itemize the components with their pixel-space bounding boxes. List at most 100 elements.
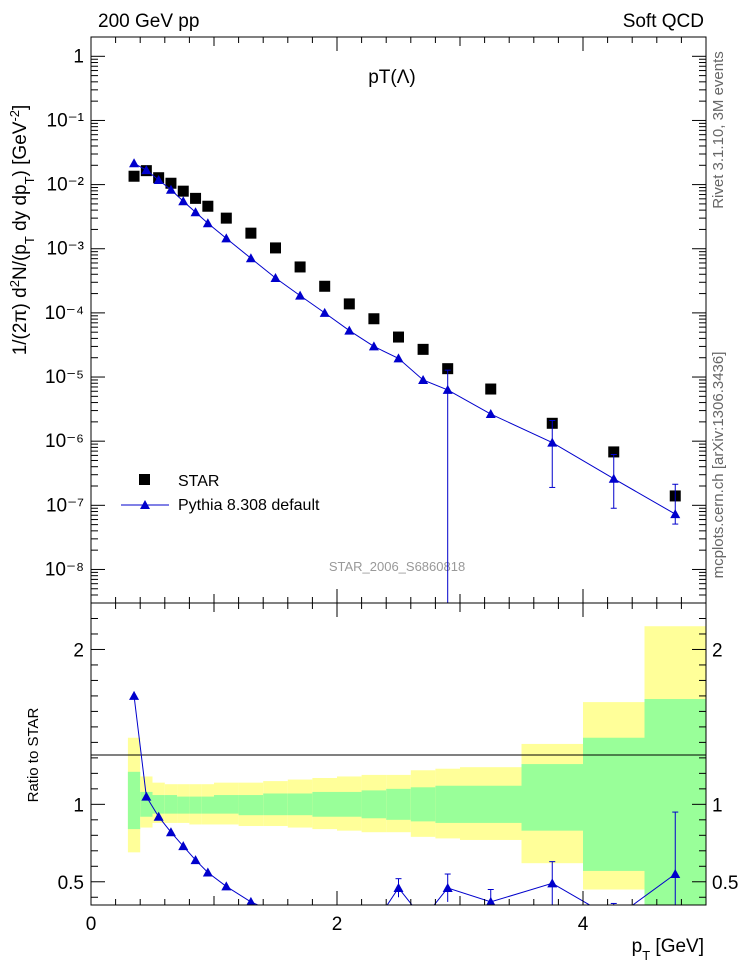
pythia-point	[608, 473, 619, 483]
ratio-point	[141, 791, 152, 801]
star-point	[177, 185, 189, 197]
ratio-point	[369, 920, 379, 929]
ratio-band-inner	[177, 796, 190, 814]
watermark: STAR_2006_S6860818	[329, 559, 465, 574]
ratio-point	[153, 811, 164, 821]
ratio-point	[202, 867, 213, 877]
pythia-point	[190, 207, 201, 217]
pythia-point	[393, 353, 404, 363]
ratio-band-inner	[152, 795, 165, 814]
y-axis-label-main: 1/(2π) d2N/(pT dy dpT) [GeV-2]	[7, 105, 37, 356]
star-point	[343, 298, 355, 310]
pythia-point	[295, 290, 306, 300]
y-tick-label: 10⁻³	[47, 239, 85, 260]
ratio-point	[221, 881, 232, 891]
ratio-band-inner	[238, 795, 264, 816]
ratio-point	[670, 869, 681, 879]
ratio-band-inner	[361, 790, 387, 819]
ratio-band-inner	[386, 788, 411, 820]
ratio-y-tick-label: 1	[73, 795, 84, 816]
star-point	[165, 177, 177, 189]
star-point	[220, 212, 232, 224]
legend-label-pythia: Pythia 8.308 default	[178, 497, 320, 514]
pythia-point	[368, 341, 379, 351]
ratio-y-tick-label-right: 0.5	[712, 873, 738, 894]
star-point	[319, 280, 331, 292]
ratio-y-tick-label: 0.5	[58, 873, 84, 894]
star-point	[442, 363, 454, 375]
y-tick-label: 10⁻⁴	[45, 303, 84, 324]
chart-title: pT(Λ)	[368, 67, 416, 88]
pythia-point	[270, 272, 281, 282]
legend-marker-pythia	[140, 500, 150, 509]
y-tick-label: 10⁻⁵	[45, 367, 84, 388]
ratio-point	[295, 914, 305, 923]
star-point	[294, 261, 306, 273]
pythia-point	[129, 158, 140, 168]
ratio-panel: 0.5 0.5 1 1 2 2 0 2 4 Ratio to STAR pT [GeV]	[25, 602, 738, 963]
y-axis-label-ratio: Ratio to STAR	[25, 707, 42, 802]
ratio-point	[393, 882, 404, 892]
ratio-point	[165, 827, 176, 837]
ratio-point	[320, 920, 330, 929]
pythia-point	[485, 409, 496, 419]
x-axis-label: pT [GeV]	[632, 936, 704, 963]
pythia-point	[153, 174, 164, 184]
ratio-point	[418, 914, 428, 923]
ratio-point	[178, 841, 189, 851]
pythia-point	[178, 196, 189, 206]
pythia-point	[418, 374, 429, 384]
ratio-band-inner	[521, 764, 583, 831]
ratio-point	[190, 855, 201, 865]
ratio-band-inner	[312, 791, 337, 817]
pythia-point	[319, 307, 330, 317]
x-tick-label: 2	[332, 914, 343, 935]
ratio-band-inner	[287, 793, 313, 816]
ratio-band-inner	[263, 793, 288, 816]
pythia-point	[442, 384, 453, 394]
ratio-band-inner	[337, 791, 362, 817]
ratio-y-tick-label-right: 1	[712, 795, 723, 816]
y-tick-label: 10⁻¹	[47, 110, 85, 131]
mcplots-label: mcplots.cern.ch [arXiv:1306.3436]	[710, 352, 727, 579]
star-point	[128, 170, 140, 182]
star-point	[202, 200, 214, 212]
ratio-point	[442, 882, 453, 892]
ratio-point	[609, 914, 619, 923]
y-tick-label: 10⁻⁷	[46, 495, 84, 516]
ratio-band-inner	[127, 771, 141, 830]
header-left: 200 GeV pp	[98, 11, 199, 32]
legend-marker-star	[139, 474, 150, 485]
legend: STAR Pythia 8.308 default	[121, 473, 320, 514]
ratio-point	[486, 896, 496, 905]
ratio-band-inner	[583, 737, 645, 871]
ratio-band-inner	[214, 795, 239, 814]
x-tick-label: 0	[86, 914, 97, 935]
x-tick-label: 4	[578, 914, 589, 935]
pythia-point	[202, 218, 213, 228]
star-point	[245, 227, 257, 239]
legend-label-star: STAR	[178, 473, 219, 490]
star-point	[608, 446, 620, 458]
header-right: Soft QCD	[623, 11, 704, 32]
ratio-frame	[90, 602, 707, 906]
star-point	[393, 331, 404, 343]
pythia-point	[141, 165, 152, 175]
ratio-band-inner	[164, 795, 178, 814]
ratio-data	[129, 690, 681, 932]
pythia-point	[670, 509, 681, 519]
star-point	[368, 313, 380, 325]
ratio-bands	[127, 626, 706, 905]
pythia-point	[221, 233, 232, 243]
ratio-y-tick-label: 2	[73, 640, 84, 661]
main-axis-ticks: 1 10⁻¹ 10⁻² 10⁻³ 10⁻⁴ 10⁻⁵ 10⁻⁶ 10⁻⁷ 10⁻⁸	[45, 37, 707, 603]
y-tick-label: 1	[73, 46, 84, 67]
ratio-band-inner	[201, 796, 214, 814]
star-point	[190, 192, 202, 204]
main-frame	[90, 36, 707, 604]
ratio-point	[344, 923, 354, 932]
ratio-band-inner	[410, 787, 436, 822]
ratio-y-tick-label-right: 2	[712, 640, 723, 661]
ratio-point	[246, 896, 256, 905]
ratio-point	[271, 908, 281, 917]
